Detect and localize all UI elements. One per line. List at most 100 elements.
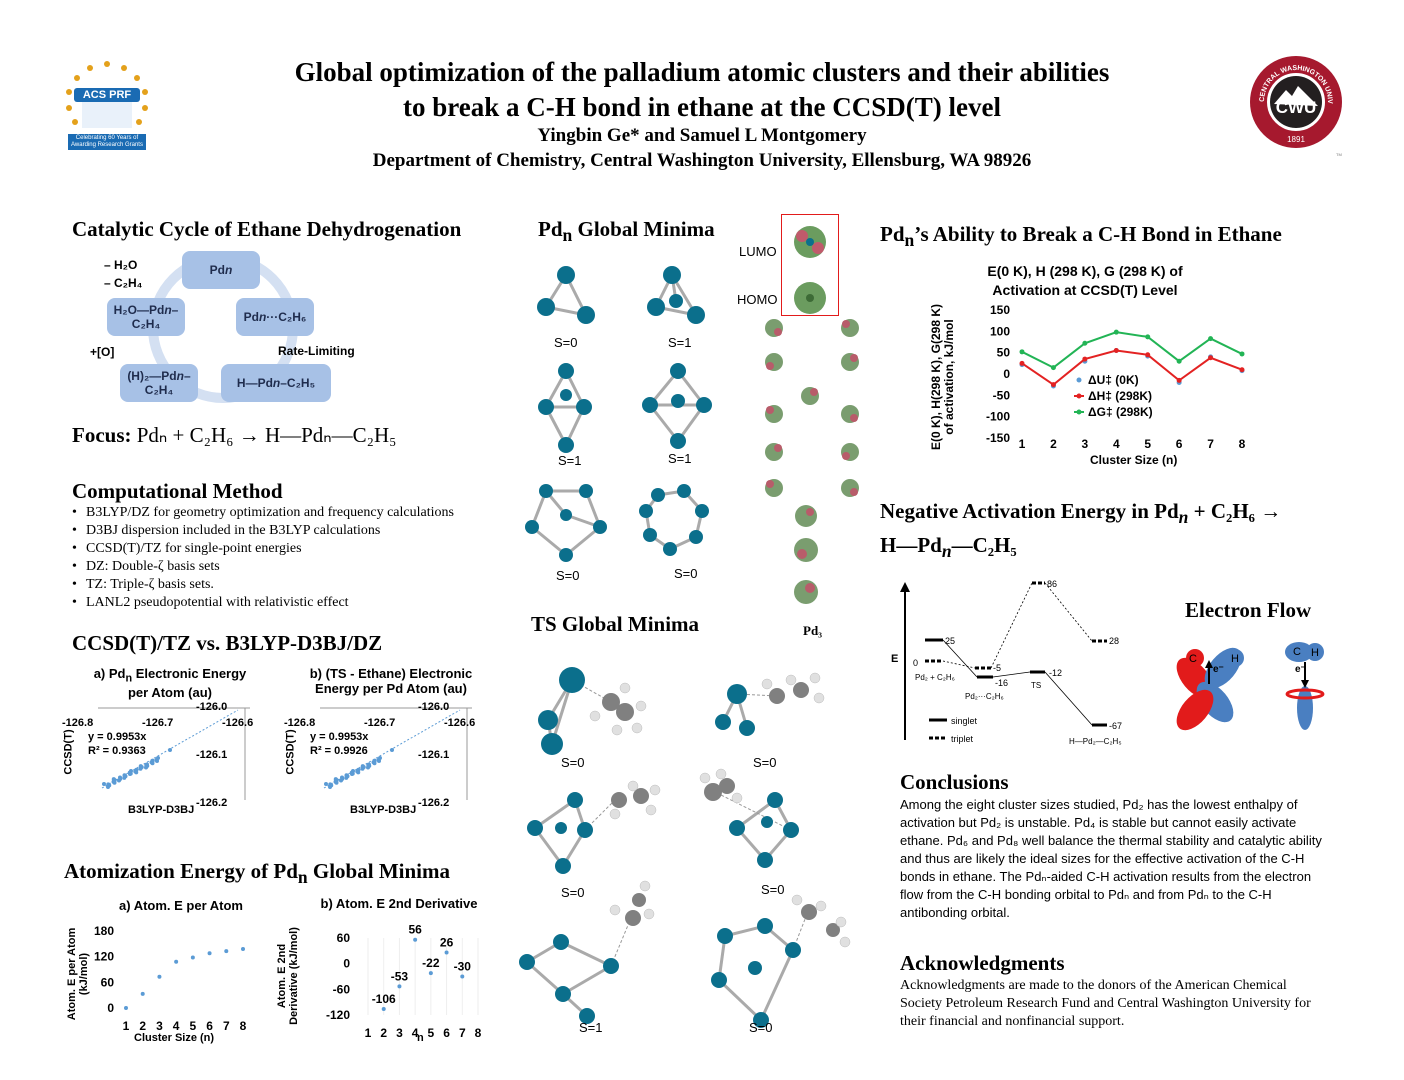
ccsd-point bbox=[155, 759, 159, 763]
ccsd-a-equation: y = 0.9953x bbox=[88, 731, 147, 743]
ability-point bbox=[1239, 351, 1245, 357]
atomization-b-title: b) Atom. E 2nd Derivative bbox=[320, 896, 478, 911]
ccsd-b-xtick: -126.7 bbox=[364, 717, 396, 729]
atom-a-point bbox=[224, 949, 229, 954]
atom-b-xtick: 8 bbox=[475, 1026, 482, 1040]
ts-minima-structures: S=0 S=0 S=0 S=0 S=1 S=0 bbox=[515, 650, 855, 1040]
ccsd-point bbox=[333, 777, 338, 782]
cwu-seal-logo: CENTRAL WASHINGTON UNIVERSITY 1891 TM CW… bbox=[1245, 49, 1344, 160]
catalytic-title: Catalytic Cycle of Ethane Dehydrogenatio… bbox=[72, 217, 462, 241]
poster-title-line1: Global optimization of the palladium ato… bbox=[294, 57, 1110, 87]
atom-b-point bbox=[413, 937, 418, 942]
ccsd-a-ytick: -126.2 bbox=[196, 797, 228, 809]
atom-b-xtick: 1 bbox=[365, 1026, 372, 1040]
atom-a-point bbox=[190, 955, 195, 960]
ability-point bbox=[1050, 365, 1056, 371]
ccsd-a-xlabel: B3LYP-D3BJ bbox=[128, 804, 195, 816]
ccsd-point bbox=[355, 769, 360, 774]
ccsd-point bbox=[122, 773, 127, 778]
legend-triplet: triplet bbox=[951, 734, 974, 744]
ability-ytick: 50 bbox=[997, 346, 1011, 360]
atom-a-point bbox=[174, 959, 179, 964]
atom-b-ytick: -60 bbox=[333, 982, 351, 996]
ability-ytick: 100 bbox=[990, 324, 1010, 338]
poster-title-line2: to break a C-H bond in ethane at the CCS… bbox=[402, 92, 1001, 122]
atom-a-xtick: 2 bbox=[139, 1019, 146, 1033]
atom-a-point bbox=[207, 951, 212, 956]
ccsd-a-r2: R² = 0.9363 bbox=[88, 745, 146, 757]
ccsd-a-ytick: -126.1 bbox=[196, 749, 228, 761]
ability-point bbox=[1050, 382, 1056, 388]
atom-b-data-label: 56 bbox=[408, 923, 422, 937]
atomization-b-ylabel: Atom. E 2nd Derivative (kJ/mol) bbox=[276, 927, 300, 1025]
ability-ytick: 0 bbox=[1003, 367, 1010, 381]
ability-point bbox=[1019, 360, 1025, 366]
ccsd-point bbox=[144, 762, 149, 767]
ability-xtick: 1 bbox=[1019, 437, 1026, 451]
ability-legend-marker bbox=[1076, 409, 1082, 415]
atom-a-xtick: 4 bbox=[173, 1019, 180, 1033]
ccsd-a-xtick: -126.6 bbox=[222, 717, 254, 729]
ccsd-point bbox=[328, 782, 333, 787]
ts-minima-title: TS Global Minima bbox=[531, 612, 700, 636]
conclusions-title: Conclusions bbox=[900, 770, 1009, 794]
ability-legend-entry: ΔG‡ (298K) bbox=[1088, 405, 1153, 419]
ability-legend-marker bbox=[1076, 377, 1082, 383]
ccsd-b-ytick: -126.2 bbox=[418, 797, 450, 809]
atom-b-data-label: -30 bbox=[454, 960, 472, 974]
cycle-label-c2h4: – C₂H₄ bbox=[104, 276, 143, 290]
flow-c-left: C bbox=[1189, 653, 1197, 665]
electron-flow-diagram: C H e⁻ C H e⁻ bbox=[1175, 638, 1345, 738]
affiliation: Department of Chemistry, Central Washing… bbox=[372, 150, 1032, 171]
method-item: LANL2 pseudopotential with relativistic … bbox=[86, 594, 502, 612]
cwu-year: 1891 bbox=[1287, 135, 1305, 144]
cycle-box-h2pd: (H)₂—Pdn–C₂H₄ bbox=[120, 364, 198, 402]
ability-point bbox=[1145, 352, 1151, 358]
ccsd-a-xtick: -126.8 bbox=[62, 717, 94, 729]
level-start-label: Pd₂ + C₂H₆ bbox=[915, 673, 955, 682]
cycle-label-rate: Rate-Limiting bbox=[278, 344, 355, 358]
focus-equation: Focus: Pdₙ + C₂H₆ → H—Pdₙ—C₂H₅ bbox=[72, 423, 397, 447]
ability-point bbox=[1113, 348, 1119, 354]
method-item: TZ: Triple-ζ basis sets. bbox=[86, 576, 502, 594]
ccsd-point bbox=[344, 773, 349, 778]
ccsd-a-xtick: -126.7 bbox=[142, 717, 174, 729]
ability-xtick: 6 bbox=[1176, 437, 1183, 451]
atom-a-xtick: 5 bbox=[190, 1019, 197, 1033]
energy-axis-label: E bbox=[891, 653, 898, 665]
atom-b-xtick: 2 bbox=[380, 1026, 387, 1040]
ccsd-point bbox=[339, 778, 343, 783]
atom-a-point bbox=[124, 1006, 128, 1010]
ccsd-chart-a: -126.8 -126.7 -126.6 -126.0 -126.1 -126.… bbox=[60, 700, 270, 820]
ability-title: Pdn’s Ability to Break a C-H Bond in Eth… bbox=[880, 222, 1282, 251]
atom-b-data-label: 26 bbox=[440, 936, 454, 950]
acknowledgments-title: Acknowledgments bbox=[900, 951, 1065, 975]
ccsd-chart-a-title: a) Pdn Electronic Energy per Atom (au) bbox=[93, 666, 247, 700]
pdn-spin-label: S=1 bbox=[558, 453, 582, 468]
ccsd-b-equation: y = 0.9953x bbox=[310, 731, 369, 743]
acs-prf-tagline: Celebrating 60 Years of Awarding Researc… bbox=[71, 135, 143, 148]
atom-a-ytick: 120 bbox=[94, 950, 114, 964]
ability-ylabel: E(0 K), H(298 K), G(298 K) of activation,… bbox=[929, 303, 956, 451]
acs-prf-logo-text: ACS PRF bbox=[82, 89, 132, 101]
atom-a-xtick: 1 bbox=[123, 1019, 130, 1033]
ability-series-line bbox=[1021, 349, 1243, 386]
electron-flow-title: Electron Flow bbox=[1185, 598, 1312, 622]
ccsd-point bbox=[128, 772, 132, 776]
ability-point bbox=[1176, 377, 1182, 383]
ccsd-point bbox=[111, 777, 116, 782]
atom-a-xtick: 3 bbox=[156, 1019, 163, 1033]
cycle-label-oxygen: +[O] bbox=[90, 345, 115, 359]
cwu-tm: TM bbox=[1336, 152, 1342, 157]
atomization-title: Atomization Energy of Pdn Global Minima bbox=[64, 859, 450, 888]
cycle-box-h2opd: H₂O—Pdn–C₂H₄ bbox=[107, 298, 185, 336]
ability-xtick: 2 bbox=[1050, 437, 1057, 451]
method-item: D3BJ dispersion included in the B3LYP ca… bbox=[86, 522, 502, 540]
method-item: B3LYP/DZ for geometry optimization and f… bbox=[86, 504, 502, 522]
ability-xtick: 3 bbox=[1082, 437, 1089, 451]
atom-a-xtick: 8 bbox=[240, 1019, 247, 1033]
ability-series-line bbox=[1021, 331, 1243, 369]
level-minus16: -16 bbox=[995, 678, 1008, 688]
ccsd-point bbox=[168, 748, 172, 752]
cwu-center-text: CWU bbox=[1276, 98, 1317, 117]
